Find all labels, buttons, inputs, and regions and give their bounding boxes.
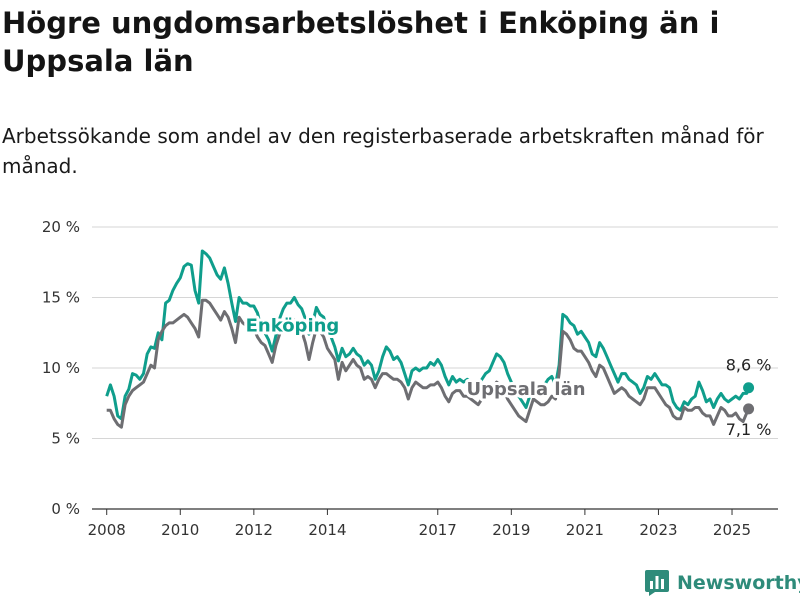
line-chart: 0 %5 %10 %15 %20 % 2008 2010 2012 2014 2017 2… <box>42 218 778 539</box>
newsworthy-logo: Newsworthy <box>645 568 800 598</box>
x-tick-label: 2008 <box>88 521 126 539</box>
x-tick-label: 2023 <box>639 521 677 539</box>
series-inline-label: Uppsala län <box>467 379 586 400</box>
x-tick-label: 2017 <box>419 521 457 539</box>
y-tick-label: 15 % <box>42 289 80 307</box>
series-end-point <box>743 403 755 415</box>
series-line <box>106 298 750 429</box>
series-inline-label: Enköping <box>246 315 340 336</box>
x-tick-label: 2014 <box>308 521 346 539</box>
series-end-point <box>743 382 755 394</box>
y-tick-label: 10 % <box>42 359 80 377</box>
y-tick-label: 0 % <box>51 500 80 518</box>
chart-subtitle: Arbetssökande som andel av den registerb… <box>2 124 764 178</box>
x-tick-label: 2021 <box>566 521 604 539</box>
grid-lines: 0 % 5 % 10 % 15 % 20 % <box>42 218 778 518</box>
x-tick-label: 2010 <box>161 521 199 539</box>
series-end-label: 7,1 % <box>726 420 772 439</box>
y-tick-label: 5 % <box>51 430 80 448</box>
bar-chart-icon <box>645 570 669 596</box>
series-labels: 8,6 % 7,1 % Enköping Uppsala län <box>243 312 772 439</box>
series-end-label: 8,6 % <box>726 356 772 375</box>
x-tick-label: 2012 <box>235 521 273 539</box>
brand-name: Newsworthy <box>677 572 800 594</box>
x-tick-label: 2025 <box>713 521 751 539</box>
series-line <box>105 249 751 421</box>
chart-title: Högre ungdomsarbetslöshet i Enköping än … <box>2 6 720 78</box>
x-axis: 2008 2010 2012 2014 2017 2019 2021 2023 2025 <box>88 509 751 539</box>
series-lines <box>105 249 755 429</box>
y-tick-label: 20 % <box>42 218 80 236</box>
x-tick-label: 2019 <box>492 521 530 539</box>
